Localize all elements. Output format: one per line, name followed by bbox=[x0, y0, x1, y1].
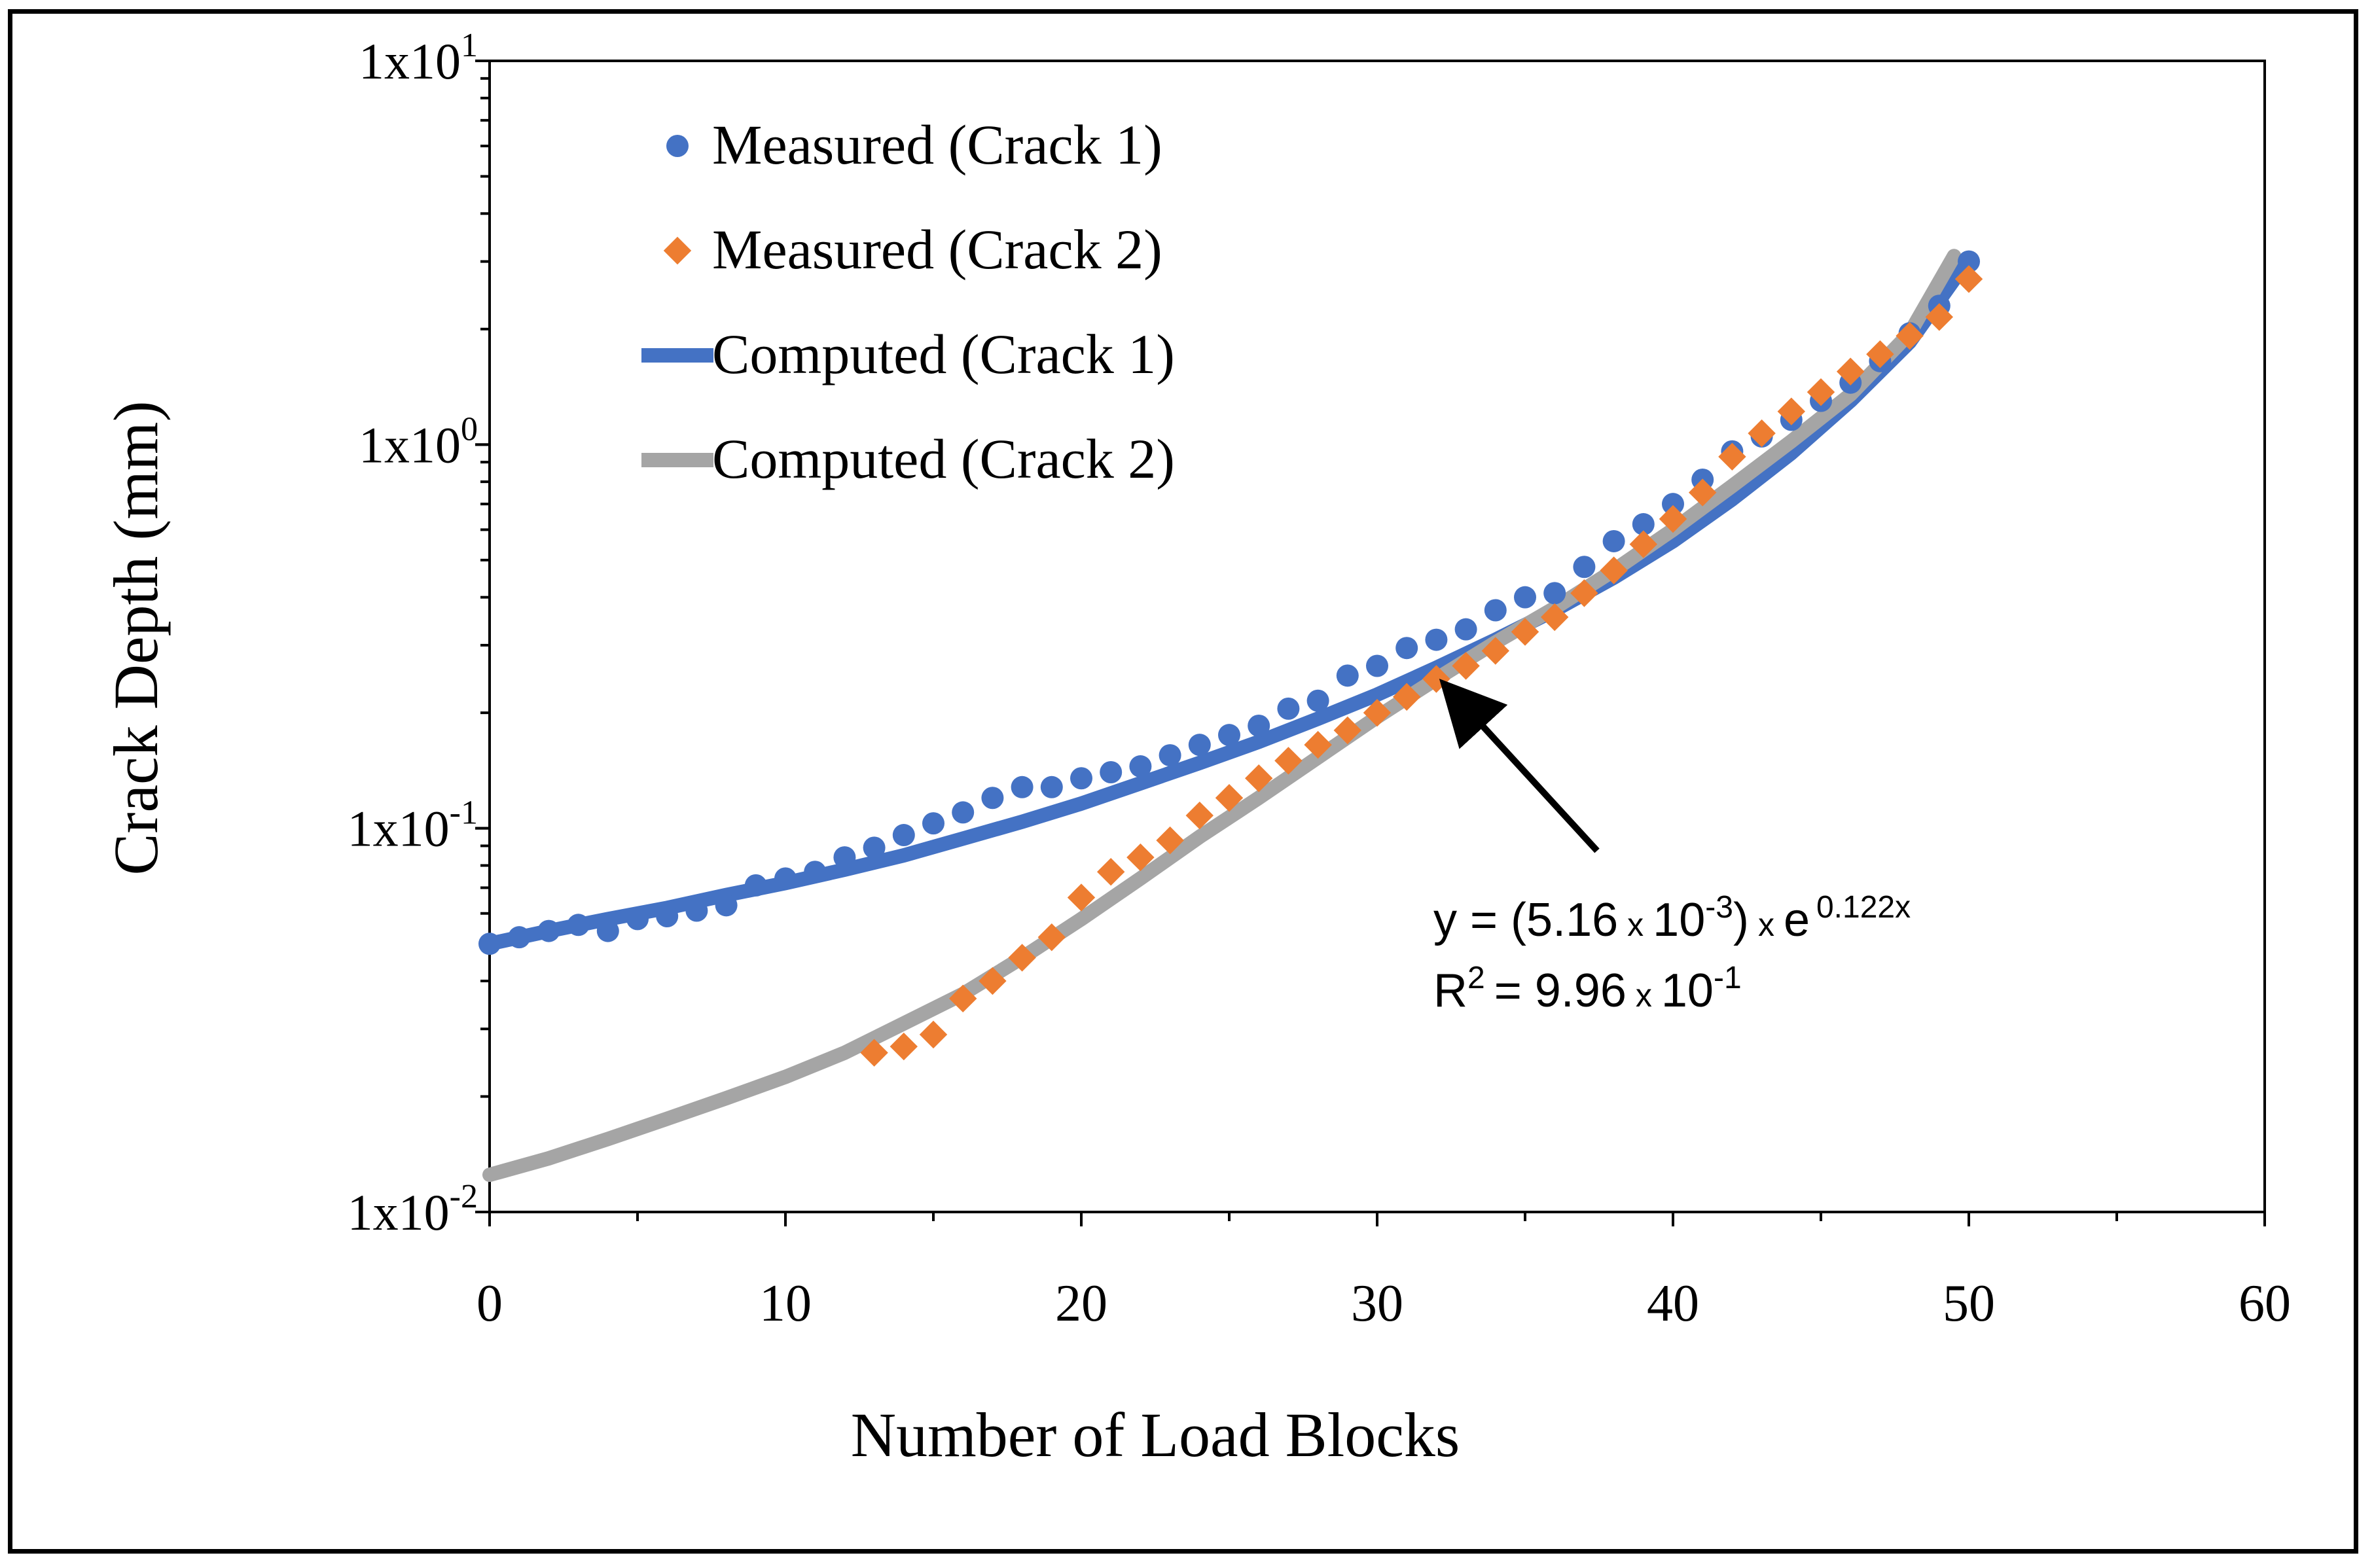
data-point-crack-2 bbox=[1333, 716, 1362, 745]
data-point-crack-1 bbox=[1100, 760, 1123, 783]
x-tick-label: 50 bbox=[1943, 1275, 1995, 1332]
legend-label: Measured (Crack 1) bbox=[712, 113, 1162, 176]
data-point-crack-1 bbox=[1011, 775, 1034, 798]
data-point-crack-1 bbox=[626, 908, 649, 931]
data-point-crack-1 bbox=[1958, 250, 1980, 273]
data-point-crack-1 bbox=[567, 914, 590, 936]
annotation-arrow bbox=[1439, 679, 1600, 853]
data-point-crack-1 bbox=[1454, 618, 1477, 641]
data-point-crack-1 bbox=[1573, 556, 1596, 579]
legend-label: Measured (Crack 2) bbox=[712, 218, 1162, 281]
x-tick-labels: 0 10 20 30 40 50 60 bbox=[477, 1275, 2291, 1332]
data-point-crack-1 bbox=[1366, 654, 1388, 677]
data-point-crack-2 bbox=[1274, 747, 1303, 775]
data-point-crack-2 bbox=[979, 967, 1007, 995]
data-point-crack-1 bbox=[1514, 586, 1536, 609]
data-point-crack-1 bbox=[1336, 664, 1359, 687]
r-squared: R2 = 9.96 x 10-1 bbox=[1433, 961, 1742, 1017]
data-point-crack-1 bbox=[1129, 755, 1152, 778]
data-point-crack-1 bbox=[922, 812, 944, 835]
data-point-crack-1 bbox=[1248, 715, 1270, 738]
x-tick-label: 60 bbox=[2239, 1275, 2291, 1332]
data-point-crack-1 bbox=[1484, 599, 1507, 622]
data-point-crack-1 bbox=[1632, 513, 1655, 536]
data-point-crack-1 bbox=[981, 787, 1004, 810]
x-axis-title: Number of Load Blocks bbox=[851, 1400, 1460, 1470]
series-lines bbox=[482, 249, 1970, 1183]
data-point-crack-1 bbox=[1306, 689, 1329, 712]
series-line-computed-crack-2 bbox=[482, 249, 1962, 1183]
data-point-crack-2 bbox=[890, 1032, 918, 1061]
data-point-crack-1 bbox=[1425, 628, 1448, 651]
data-point-crack-1 bbox=[537, 919, 560, 942]
data-point-crack-1 bbox=[952, 801, 975, 824]
fit-equation: y = (5.16 x 10-3) x e 0.122x bbox=[1433, 890, 1911, 946]
data-point-crack-1 bbox=[1543, 582, 1566, 605]
data-point-crack-1 bbox=[1602, 529, 1625, 552]
data-point-crack-2 bbox=[1156, 826, 1184, 855]
legend-label: Computed (Crack 1) bbox=[712, 323, 1175, 385]
data-point-crack-1 bbox=[774, 867, 797, 890]
data-point-crack-1 bbox=[1277, 697, 1300, 720]
legend-label: Computed (Crack 2) bbox=[712, 427, 1175, 490]
data-point-crack-1 bbox=[804, 861, 827, 883]
legend-item-computed-crack-1: Computed (Crack 1) bbox=[641, 323, 1175, 385]
legend-circle-marker bbox=[666, 135, 689, 157]
data-point-crack-1 bbox=[656, 905, 679, 928]
data-point-crack-1 bbox=[744, 874, 767, 897]
data-point-crack-1 bbox=[1662, 493, 1684, 516]
data-point-crack-2 bbox=[1363, 698, 1392, 727]
data-point-crack-1 bbox=[685, 899, 708, 922]
data-point-crack-2 bbox=[1304, 730, 1332, 759]
data-point-crack-2 bbox=[948, 984, 977, 1013]
x-tick-label: 0 bbox=[477, 1275, 503, 1332]
y-axis-title: Crack Depth (mm) bbox=[101, 401, 171, 875]
data-point-crack-2 bbox=[1215, 784, 1244, 812]
data-point-crack-1 bbox=[1040, 775, 1063, 798]
data-point-crack-1 bbox=[715, 894, 738, 917]
x-tick-label: 20 bbox=[1055, 1275, 1107, 1332]
series-markers bbox=[478, 250, 1983, 1067]
y-tick-label: 1x101 bbox=[359, 27, 478, 90]
data-point-crack-2 bbox=[860, 1039, 888, 1067]
data-point-crack-1 bbox=[508, 926, 531, 949]
data-point-crack-2 bbox=[1185, 801, 1214, 830]
y-tick-label: 1x10-1 bbox=[348, 794, 478, 857]
x-tick-label: 10 bbox=[759, 1275, 812, 1332]
data-point-crack-1 bbox=[892, 824, 915, 847]
data-point-crack-1 bbox=[1188, 734, 1211, 757]
chart-frame bbox=[8, 9, 2358, 1554]
data-point-crack-2 bbox=[1008, 944, 1036, 972]
data-point-crack-2 bbox=[1096, 858, 1125, 886]
x-tick-label: 30 bbox=[1351, 1275, 1403, 1332]
data-point-crack-1 bbox=[596, 919, 619, 942]
data-point-crack-1 bbox=[833, 846, 856, 869]
data-point-crack-2 bbox=[1067, 883, 1096, 912]
data-point-crack-2 bbox=[1244, 764, 1273, 793]
y-tick-label: 1x10-2 bbox=[348, 1178, 478, 1241]
legend-item-measured-crack-1: Measured (Crack 1) bbox=[666, 113, 1162, 176]
data-point-crack-1 bbox=[1070, 767, 1092, 790]
x-minor-ticks bbox=[488, 1212, 2266, 1226]
data-point-crack-1 bbox=[1395, 637, 1418, 660]
data-point-crack-1 bbox=[1159, 744, 1181, 767]
y-minor-ticks bbox=[475, 60, 490, 1213]
data-point-crack-2 bbox=[1037, 923, 1066, 952]
data-point-crack-1 bbox=[863, 836, 886, 859]
data-point-crack-2 bbox=[1126, 843, 1155, 872]
y-tick-label: 1x100 bbox=[359, 410, 478, 473]
data-point-crack-2 bbox=[1748, 419, 1776, 448]
y-tick-labels: 1x101 1x100 1x10-1 1x10-2 bbox=[348, 27, 478, 1241]
data-point-crack-2 bbox=[919, 1020, 948, 1049]
legend-item-computed-crack-2: Computed (Crack 2) bbox=[641, 427, 1175, 490]
x-tick-label: 40 bbox=[1647, 1275, 1699, 1332]
legend: Measured (Crack 1) Measured (Crack 2) Co… bbox=[641, 113, 1175, 490]
data-point-crack-2 bbox=[1392, 683, 1421, 711]
legend-item-measured-crack-2: Measured (Crack 2) bbox=[663, 218, 1162, 281]
data-point-crack-1 bbox=[478, 933, 501, 955]
legend-diamond-marker bbox=[663, 236, 692, 265]
series-line-computed-crack-1 bbox=[482, 260, 1970, 952]
data-point-crack-1 bbox=[1218, 724, 1240, 747]
